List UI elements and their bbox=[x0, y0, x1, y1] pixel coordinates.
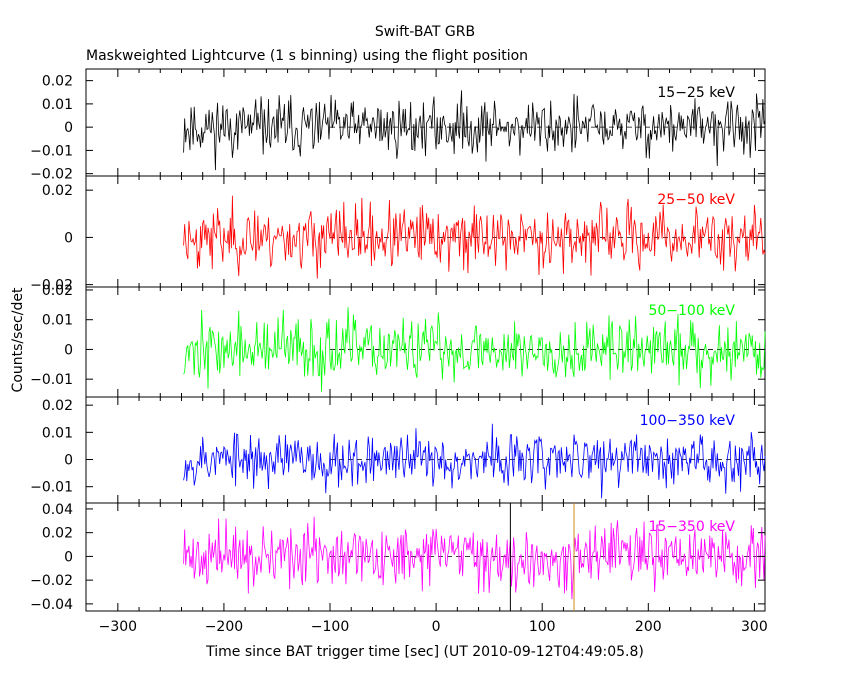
y-tick-label: 0.02 bbox=[42, 74, 73, 90]
y-tick-label: 0 bbox=[64, 453, 73, 469]
y-tick-label: 0 bbox=[64, 120, 73, 136]
y-tick-label: 0.01 bbox=[42, 425, 73, 441]
panel-frame bbox=[85, 502, 766, 612]
x-tick-label: 300 bbox=[741, 619, 768, 635]
band-label: 25−50 keV bbox=[657, 192, 735, 208]
y-tick-label: 0.04 bbox=[42, 502, 73, 518]
series-line bbox=[183, 307, 766, 392]
y-tick-label: 0.02 bbox=[42, 183, 73, 199]
y-tick-label: 0 bbox=[64, 342, 73, 358]
y-tick-label: 0.01 bbox=[42, 97, 73, 113]
panels: 15−25 keV −0.02 −0.01 0 0.01 0.02 25−50 keV −0.… bbox=[30, 68, 766, 613]
panel-1: 15−25 keV −0.02 −0.01 0 0.01 0.02 bbox=[30, 68, 766, 183]
series-line bbox=[183, 195, 766, 279]
panel-4: 100−350 keV −0.01 0 0.01 0.02 bbox=[30, 396, 766, 504]
y-tick-label: −0.02 bbox=[30, 573, 73, 589]
panel-3: 50−100 keV −0.01 0 0.01 0.02 bbox=[30, 283, 766, 398]
x-tick-label: 100 bbox=[529, 619, 556, 635]
band-label: 100−350 keV bbox=[640, 413, 736, 429]
series-line bbox=[183, 516, 766, 600]
x-tick-label: −300 bbox=[99, 619, 137, 635]
chart-subtitle: Maskweighted Lightcurve (1 s binning) us… bbox=[86, 48, 528, 64]
chart-title: Swift-BAT GRB bbox=[375, 24, 475, 40]
panel-2: 25−50 keV −0.02 0 0.02 bbox=[30, 175, 766, 294]
band-label: 15−350 keV bbox=[648, 519, 735, 535]
y-tick-label: 0.02 bbox=[42, 398, 73, 414]
band-label: 50−100 keV bbox=[648, 303, 735, 319]
x-tick-label: −100 bbox=[311, 619, 349, 635]
x-tick-label: −200 bbox=[205, 619, 243, 635]
y-tick-label: −0.02 bbox=[30, 278, 73, 294]
y-tick-label: 0.01 bbox=[42, 313, 73, 329]
y-tick-label: −0.01 bbox=[30, 143, 73, 159]
y-tick-label: −0.01 bbox=[30, 480, 73, 496]
y-tick-label: −0.02 bbox=[30, 167, 73, 183]
y-axis-label: Counts/sec/det bbox=[10, 287, 26, 392]
x-tick-label: 200 bbox=[635, 619, 662, 635]
panel-5: 15−350 keV −0.04 −0.02 0 0.02 0.04 bbox=[30, 502, 766, 613]
x-tick-label: 0 bbox=[432, 619, 441, 635]
y-tick-label: 0.02 bbox=[42, 283, 73, 299]
x-axis-label: Time since BAT trigger time [sec] (UT 20… bbox=[205, 644, 644, 660]
y-tick-label: 0 bbox=[64, 549, 73, 565]
y-tick-label: 0 bbox=[64, 230, 73, 246]
series-line bbox=[183, 423, 766, 499]
band-label: 15−25 keV bbox=[657, 85, 735, 101]
y-tick-label: −0.01 bbox=[30, 372, 73, 388]
y-tick-label: −0.04 bbox=[30, 597, 73, 613]
series-line bbox=[183, 90, 766, 171]
x-axis: −300 −200 −100 0 100 200 300 bbox=[99, 619, 768, 635]
y-tick-label: 0.02 bbox=[42, 526, 73, 542]
